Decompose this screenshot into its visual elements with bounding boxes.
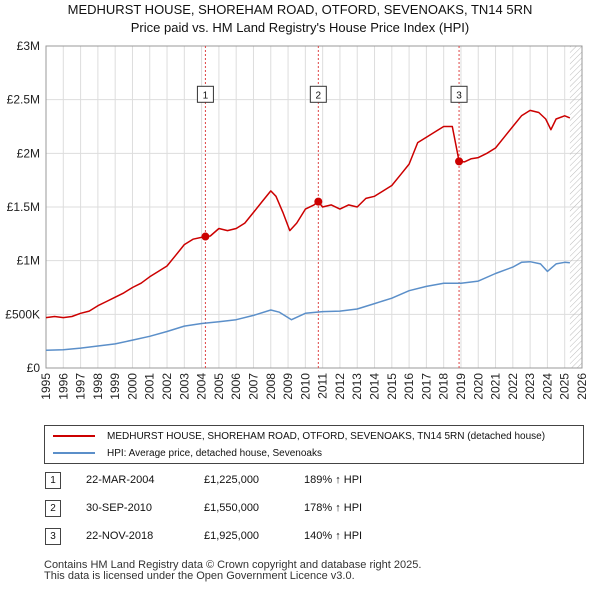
footer-copyright: Contains HM Land Registry data © Crown c… xyxy=(44,559,422,571)
sale-hpi-change: 178% ↑ HPI xyxy=(304,502,363,514)
sale-date: 30-SEP-2010 xyxy=(86,502,153,514)
sales-table: 1 22-MAR-2004 £1,225,000 189% ↑ HPI 2 30… xyxy=(44,472,584,556)
x-tick-label: 2023 xyxy=(523,373,537,400)
x-tick-label: 2005 xyxy=(212,373,226,400)
y-tick-label: £1M xyxy=(17,254,40,268)
sale-hpi-change: 140% ↑ HPI xyxy=(304,530,363,542)
legend-swatch-hpi xyxy=(53,452,95,454)
x-tick-label: 2000 xyxy=(125,373,139,400)
x-tick-label: 2010 xyxy=(298,373,312,400)
sale-number-badge: 1 xyxy=(45,472,61,489)
x-tick-label: 2006 xyxy=(229,373,243,400)
legend-item-hpi: HPI: Average price, detached house, Seve… xyxy=(53,446,322,460)
sale-row: 2 30-SEP-2010 £1,550,000 178% ↑ HPI xyxy=(44,500,584,528)
y-tick-label: £0 xyxy=(27,361,41,375)
x-tick-label: 2025 xyxy=(558,373,572,400)
y-tick-label: £500K xyxy=(5,307,40,321)
sale-date: 22-MAR-2004 xyxy=(86,474,155,486)
x-tick-label: 2009 xyxy=(281,373,295,400)
x-tick-label: 2016 xyxy=(402,373,416,400)
plot-border xyxy=(45,45,583,369)
x-tick-label: 1996 xyxy=(56,373,70,400)
chart-subtitle: Price paid vs. HM Land Registry's House … xyxy=(130,20,470,35)
x-tick-label: 2019 xyxy=(454,373,468,400)
sale-row: 3 22-NOV-2018 £1,925,000 140% ↑ HPI xyxy=(44,528,584,556)
y-tick-label: £3M xyxy=(17,39,40,53)
sale-point xyxy=(201,232,210,241)
sale-row: 1 22-MAR-2004 £1,225,000 189% ↑ HPI xyxy=(44,472,584,500)
series-line xyxy=(45,260,570,352)
x-tick-label: 2003 xyxy=(177,373,191,400)
x-tick-label: 2012 xyxy=(333,373,347,400)
y-tick-label: £2.5M xyxy=(7,93,40,107)
legend-swatch-property xyxy=(53,435,95,437)
x-tick-label: 1997 xyxy=(74,373,88,400)
sale-date: 22-NOV-2018 xyxy=(86,530,154,542)
x-tick-label: 2007 xyxy=(246,373,260,400)
sale-marker-box xyxy=(450,85,468,103)
x-tick-label: 2024 xyxy=(540,373,554,400)
x-tick-label: 1995 xyxy=(39,373,53,400)
sale-number-badge: 2 xyxy=(45,500,61,517)
footer-licence: This data is licensed under the Open Gov… xyxy=(44,570,355,582)
x-tick-label: 2026 xyxy=(575,373,589,400)
x-tick-label: 2001 xyxy=(143,373,157,400)
x-tick-label: 2015 xyxy=(385,373,399,400)
legend: MEDHURST HOUSE, SHOREHAM ROAD, OTFORD, S… xyxy=(44,425,584,464)
chart-title: MEDHURST HOUSE, SHOREHAM ROAD, OTFORD, S… xyxy=(67,2,533,17)
x-tick-label: 2002 xyxy=(160,373,174,400)
sale-price: £1,225,000 xyxy=(204,474,260,486)
sale-marker-label: 1 xyxy=(203,90,209,101)
x-tick-label: 1998 xyxy=(91,373,105,400)
sale-hpi-change: 189% ↑ HPI xyxy=(304,474,363,486)
x-tick-label: 2008 xyxy=(264,373,278,400)
sale-marker-label: 3 xyxy=(456,90,462,101)
sale-number-badge: 3 xyxy=(45,528,61,545)
footer: Contains HM Land Registry data © Crown c… xyxy=(44,560,421,582)
sale-point xyxy=(314,197,323,206)
x-tick-label: 2021 xyxy=(489,373,503,400)
legend-label-property: MEDHURST HOUSE, SHOREHAM ROAD, OTFORD, S… xyxy=(107,430,546,442)
sale-marker-label: 2 xyxy=(316,90,322,101)
x-tick-label: 2017 xyxy=(419,373,433,400)
x-tick-label: 2014 xyxy=(368,373,382,400)
x-tick-label: 2022 xyxy=(506,373,520,400)
x-tick-label: 1999 xyxy=(108,373,122,400)
legend-label-hpi: HPI: Average price, detached house, Seve… xyxy=(107,447,322,459)
y-tick-label: £1.5M xyxy=(7,200,40,214)
x-tick-label: 2004 xyxy=(195,373,209,400)
forecast-hatch xyxy=(569,46,582,368)
sale-marker-box xyxy=(309,85,327,103)
sale-point xyxy=(455,157,464,166)
x-tick-label: 2011 xyxy=(316,373,330,399)
x-tick-label: 2013 xyxy=(350,373,364,400)
legend-item-property: MEDHURST HOUSE, SHOREHAM ROAD, OTFORD, S… xyxy=(53,429,545,443)
y-tick-label: £2M xyxy=(17,146,40,160)
x-tick-label: 2018 xyxy=(437,373,451,400)
sale-price: £1,550,000 xyxy=(204,502,260,514)
sale-marker-box xyxy=(196,85,214,103)
sale-price: £1,925,000 xyxy=(204,530,260,542)
x-tick-label: 2020 xyxy=(471,373,485,400)
